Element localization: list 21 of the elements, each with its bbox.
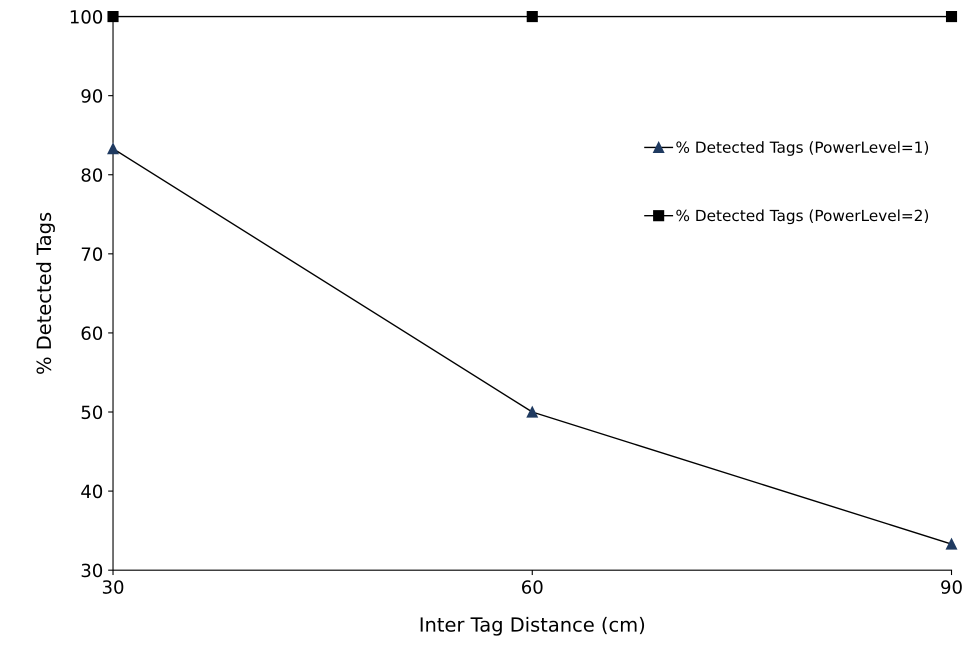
legend-label: % Detected Tags (PowerLevel=1) [676, 141, 928, 156]
point [946, 538, 958, 550]
y-tick-label: 80 [82, 168, 102, 182]
legend-label: % Detected Tags (PowerLevel=2) [676, 209, 928, 224]
y-tick-label: 40 [81, 484, 102, 498]
y-axis-title: % Detected Tags [36, 212, 55, 374]
y-tick-label: 100 [70, 10, 102, 24]
x-tick-label: 30 [102, 580, 124, 594]
x-tick-label: 60 [522, 580, 543, 594]
point [526, 11, 538, 22]
y-tick-label: 60 [82, 326, 102, 340]
x-tick-label: 90 [941, 580, 962, 594]
point [526, 406, 538, 418]
point [107, 143, 119, 154]
x-axis-title: Inter Tag Distance (cm) [420, 616, 644, 636]
y-tick-label: 70 [82, 247, 102, 261]
y-tick-label: 30 [82, 564, 102, 578]
point [107, 11, 119, 22]
y-tick-label: 50 [82, 405, 102, 420]
y-tick-label: 90 [81, 89, 102, 103]
point [946, 11, 958, 22]
